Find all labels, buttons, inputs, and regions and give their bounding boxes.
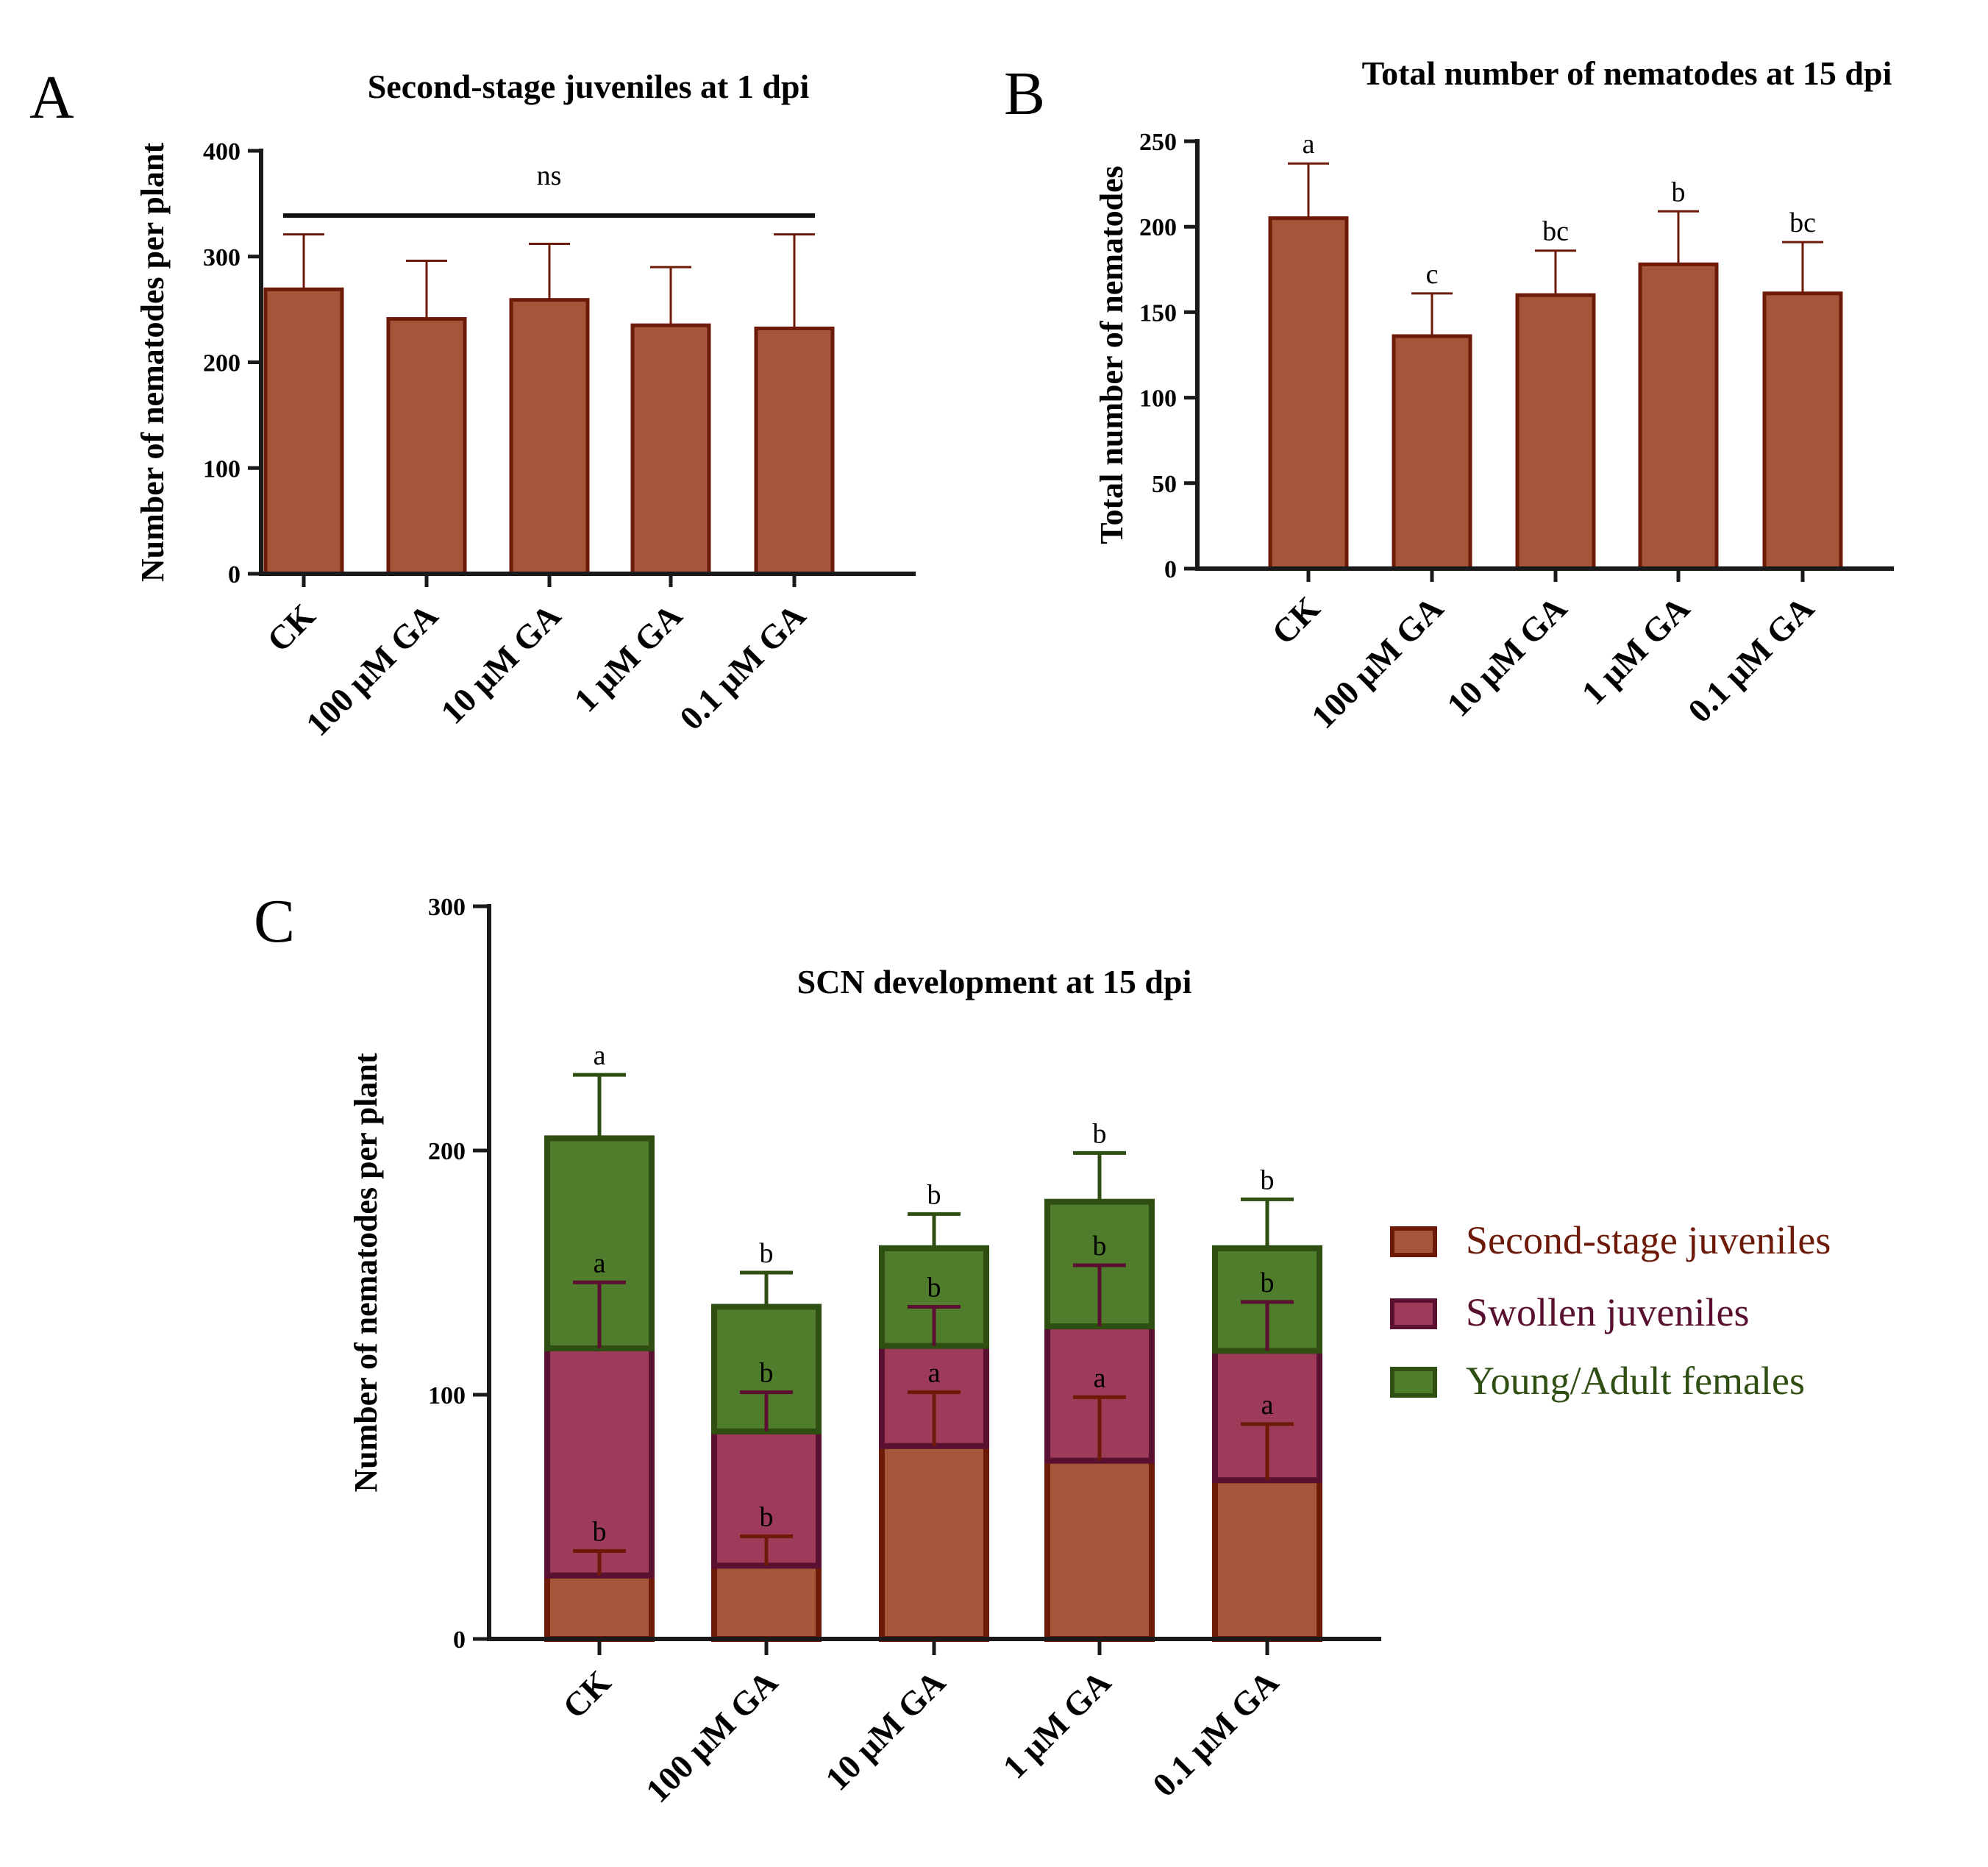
bar-segment bbox=[879, 1245, 989, 1349]
panel-label-b: B bbox=[1004, 60, 1045, 128]
legend-swatch bbox=[1390, 1298, 1437, 1329]
panel-label-a: A bbox=[29, 63, 74, 132]
y-tick-label: 100 bbox=[428, 1382, 466, 1409]
bar bbox=[509, 298, 590, 576]
bar bbox=[1392, 334, 1472, 571]
significance-letter: bc bbox=[1542, 216, 1569, 247]
significance-letter: a bbox=[1261, 1390, 1274, 1420]
y-tick-label: 100 bbox=[1139, 385, 1177, 413]
x-tick-label: 1 μM GA bbox=[567, 597, 690, 719]
significance-letter: b bbox=[760, 1238, 774, 1269]
bars bbox=[263, 287, 835, 576]
x-tick-label: 100 μM GA bbox=[299, 597, 445, 743]
x-tick-label: 0.1 μM GA bbox=[1145, 1663, 1286, 1804]
y-tick-label: 300 bbox=[203, 244, 241, 271]
y-tick-label: 400 bbox=[203, 138, 241, 166]
panel-b: B Total number of nematodes at 15 dpi Tot… bbox=[1004, 54, 1894, 736]
significance-letter: a bbox=[594, 1248, 606, 1279]
significance-letter: b bbox=[1672, 177, 1686, 207]
bars bbox=[544, 1135, 1322, 1643]
significance-letter: b bbox=[927, 1179, 941, 1210]
y-axis-title: Number of nematodes per plant bbox=[135, 143, 171, 583]
significance-letter: b bbox=[760, 1502, 774, 1533]
panel-label-c: C bbox=[254, 887, 295, 956]
legend-swatch bbox=[1390, 1226, 1437, 1257]
y-tick-label: 0 bbox=[228, 561, 241, 588]
significance-letter: b bbox=[1261, 1267, 1275, 1298]
significance-letter: b bbox=[1093, 1231, 1107, 1262]
significance-letter: b bbox=[760, 1358, 774, 1389]
legend-label: Young/Adult females bbox=[1466, 1359, 1805, 1403]
x-tick-label: CK bbox=[260, 597, 322, 659]
x-tick-label: 1 μM GA bbox=[996, 1663, 1119, 1786]
significance-letter: bc bbox=[1789, 207, 1816, 238]
bar bbox=[263, 287, 344, 576]
panel-c: C SCN development at 15 dpi Number of nem… bbox=[254, 887, 1831, 1810]
significance-letter: b bbox=[1093, 1118, 1107, 1149]
significance-letter: b bbox=[927, 1272, 941, 1303]
y-tick-label: 200 bbox=[428, 1138, 466, 1165]
y-tick-label: 200 bbox=[203, 350, 241, 377]
bar-segment bbox=[711, 1562, 822, 1642]
y-tick-label: 100 bbox=[203, 455, 241, 483]
y-axis-title: Number of nematodes per plant bbox=[348, 1053, 384, 1493]
significance-letter: b bbox=[1261, 1164, 1275, 1195]
bar bbox=[1268, 216, 1349, 571]
bar bbox=[386, 317, 467, 576]
bars bbox=[1268, 216, 1843, 571]
legend-swatch bbox=[1390, 1367, 1437, 1398]
bar-segment bbox=[544, 1345, 655, 1579]
x-tick-label: CK bbox=[555, 1663, 618, 1726]
bar-segment bbox=[544, 1572, 655, 1642]
x-tick-label: 10 μM GA bbox=[433, 597, 568, 731]
bar-segment bbox=[1212, 1477, 1322, 1642]
significance-letter: c bbox=[1426, 259, 1439, 290]
bar-segment bbox=[1044, 1457, 1155, 1643]
x-tick-label: CK bbox=[1264, 589, 1327, 652]
y-tick-label: 200 bbox=[1139, 214, 1177, 241]
legend-label: Swollen juveniles bbox=[1466, 1290, 1749, 1334]
y-axis-title: Total number of nematodes bbox=[1094, 166, 1130, 544]
bar bbox=[1638, 262, 1719, 571]
legend: Second-stage juveniles Swollen juveniles Y… bbox=[1390, 1218, 1831, 1403]
significance-letter: a bbox=[594, 1040, 606, 1071]
bar bbox=[1762, 291, 1843, 571]
significance-letter: a bbox=[1094, 1362, 1106, 1393]
bar bbox=[1515, 293, 1596, 571]
y-tick-label: 0 bbox=[1164, 556, 1177, 583]
panel-a: A Second-stage juveniles at 1 dpi Number … bbox=[29, 63, 916, 743]
significance-letter: a bbox=[928, 1358, 941, 1389]
chart-title: Total number of nematodes at 15 dpi bbox=[1362, 54, 1892, 92]
y-tick-label: 300 bbox=[428, 894, 466, 921]
significance-label: ns bbox=[537, 160, 562, 191]
significance-letter: a bbox=[1303, 129, 1315, 160]
x-tick-label: 100 μM GA bbox=[638, 1663, 785, 1810]
y-tick-label: 0 bbox=[453, 1626, 466, 1654]
y-tick-label: 250 bbox=[1139, 129, 1177, 156]
annotations: ns bbox=[283, 160, 815, 329]
x-tick-label: 10 μM GA bbox=[1439, 589, 1574, 724]
x-tick-label: 100 μM GA bbox=[1304, 589, 1450, 736]
y-tick-label: 150 bbox=[1139, 299, 1177, 327]
x-tick-label: 0.1 μM GA bbox=[672, 597, 813, 737]
chart-title: SCN development at 15 dpi bbox=[797, 963, 1192, 1000]
x-tick-label: 0.1 μM GA bbox=[1681, 589, 1821, 730]
x-tick-label: 1 μM GA bbox=[1575, 589, 1697, 712]
significance-letter: b bbox=[593, 1516, 607, 1547]
bar bbox=[754, 327, 835, 576]
annotations: a c bc b bc bbox=[1288, 129, 1823, 336]
y-tick-label: 50 bbox=[1152, 471, 1177, 498]
annotations: b a a b b b a b b a b b a b b bbox=[573, 1040, 1294, 1576]
bar-segment bbox=[879, 1443, 989, 1642]
legend-label: Second-stage juveniles bbox=[1466, 1218, 1831, 1262]
bar bbox=[630, 323, 711, 576]
chart-title: Second-stage juveniles at 1 dpi bbox=[368, 68, 810, 105]
x-tick-label: 10 μM GA bbox=[818, 1663, 952, 1798]
